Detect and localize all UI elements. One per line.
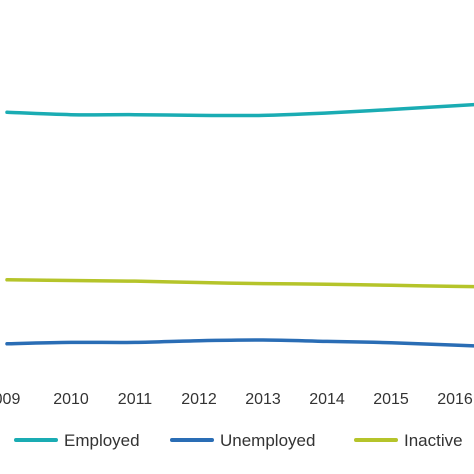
legend-item-employed: Employed <box>14 431 140 450</box>
series-line-unemployed <box>5 338 474 348</box>
series-line-inactive <box>5 278 474 289</box>
x-tick-label: 009 <box>0 391 20 408</box>
series-layer <box>5 102 474 348</box>
legend-label: Unemployed <box>220 431 315 450</box>
legend-item-unemployed: Unemployed <box>170 431 315 450</box>
legend-label: Employed <box>64 431 140 450</box>
x-tick-label: 2011 <box>118 391 153 408</box>
legend-label: Inactive <box>404 431 463 450</box>
series-line-employed <box>5 102 474 118</box>
legend-item-inactive: Inactive <box>354 431 463 450</box>
legend: Employed Unemployed Inactive <box>14 431 463 450</box>
x-tick-label: 2012 <box>181 391 217 408</box>
x-axis-tick-labels: 009 2010 2011 2012 2013 2014 2015 2016 <box>0 391 473 408</box>
x-tick-label: 2016 <box>437 391 473 408</box>
x-tick-label: 2014 <box>309 391 345 408</box>
x-tick-label: 2013 <box>245 391 281 408</box>
x-tick-label: 2015 <box>373 391 409 408</box>
x-tick-label: 2010 <box>53 391 89 408</box>
